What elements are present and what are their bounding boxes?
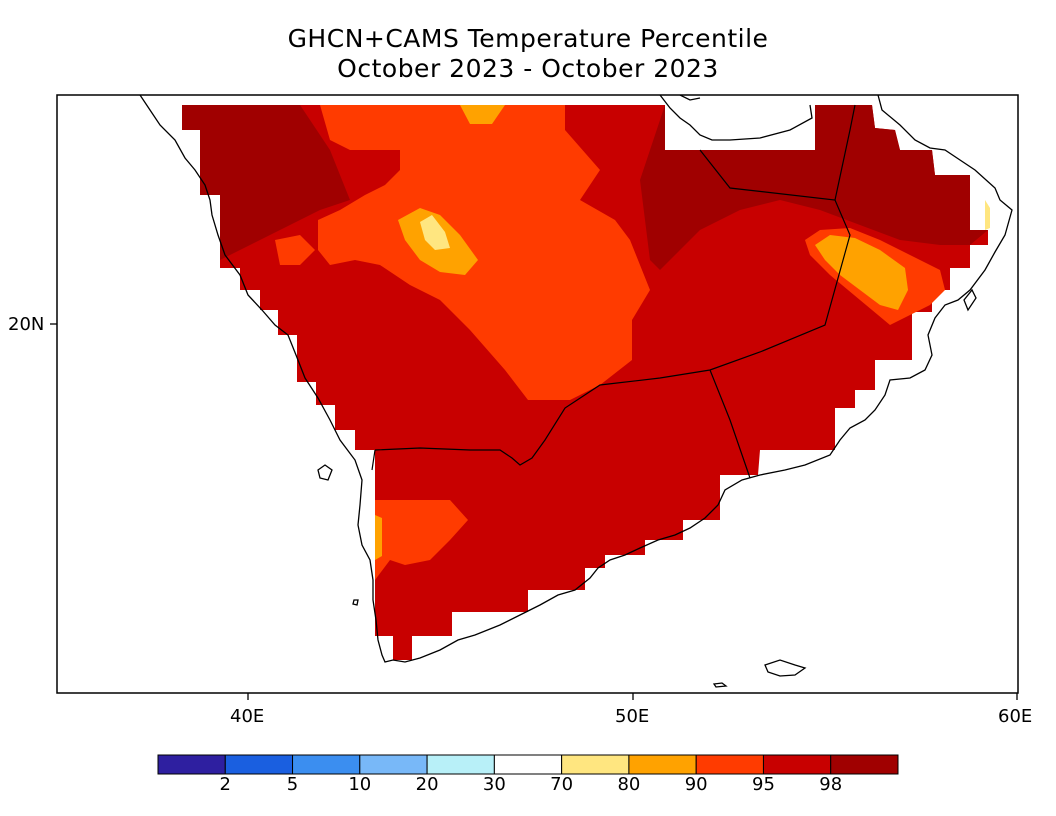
coastline: [139, 95, 1013, 688]
region-p90-95-central: [318, 105, 650, 400]
region-p80-90-east: [815, 235, 908, 310]
colorbar-label: 80: [617, 774, 641, 795]
map-subtitle: October 2023 - October 2023: [337, 54, 719, 83]
colorbar-label: 10: [348, 774, 372, 795]
colorbar-label: 90: [684, 774, 708, 795]
colorbar-label: 5: [286, 774, 299, 795]
colorbar-swatch: [628, 754, 697, 775]
colorbar-swatch: [426, 754, 495, 775]
colorbar-label: 98: [819, 774, 843, 795]
country-borders: [371, 104, 856, 479]
colorbar-swatch: [359, 754, 428, 775]
colorbar-swatch: [762, 754, 832, 775]
region-p70-80-north: [420, 215, 450, 250]
colorbar: [157, 754, 899, 775]
colorbar-label: 20: [415, 774, 439, 795]
colorbar-swatch: [493, 754, 563, 775]
colorbar-swatch: [695, 754, 764, 775]
colorbar-label: 30: [482, 774, 506, 795]
y-tick-label-20n: 20N: [8, 314, 45, 335]
colorbar-swatch: [561, 754, 630, 775]
region-p90-95-west: [275, 235, 315, 265]
x-tick-label-60e: 60E: [998, 706, 1033, 727]
colorbar-label: 2: [219, 774, 231, 795]
colorbar-label: 70: [550, 774, 574, 795]
region-p98-nw: [182, 105, 350, 260]
map-title: GHCN+CAMS Temperature Percentile: [287, 24, 769, 53]
x-tick-label-50e: 50E: [615, 706, 650, 727]
colorbar-swatch: [224, 754, 294, 775]
colorbar-swatch: [157, 754, 226, 775]
region-p80-90-sw: [375, 515, 382, 560]
colorbar-swatch: [292, 754, 361, 775]
region-p70-80-east: [985, 200, 990, 230]
colorbar-label: 95: [752, 774, 775, 795]
region-p90-95-sw: [375, 500, 468, 580]
x-tick-label-40e: 40E: [230, 706, 265, 727]
region-p98-ne: [640, 105, 988, 270]
plot-frame: [56, 94, 1019, 694]
colorbar-swatch: [830, 754, 899, 775]
region-p80-90-top: [460, 105, 505, 124]
